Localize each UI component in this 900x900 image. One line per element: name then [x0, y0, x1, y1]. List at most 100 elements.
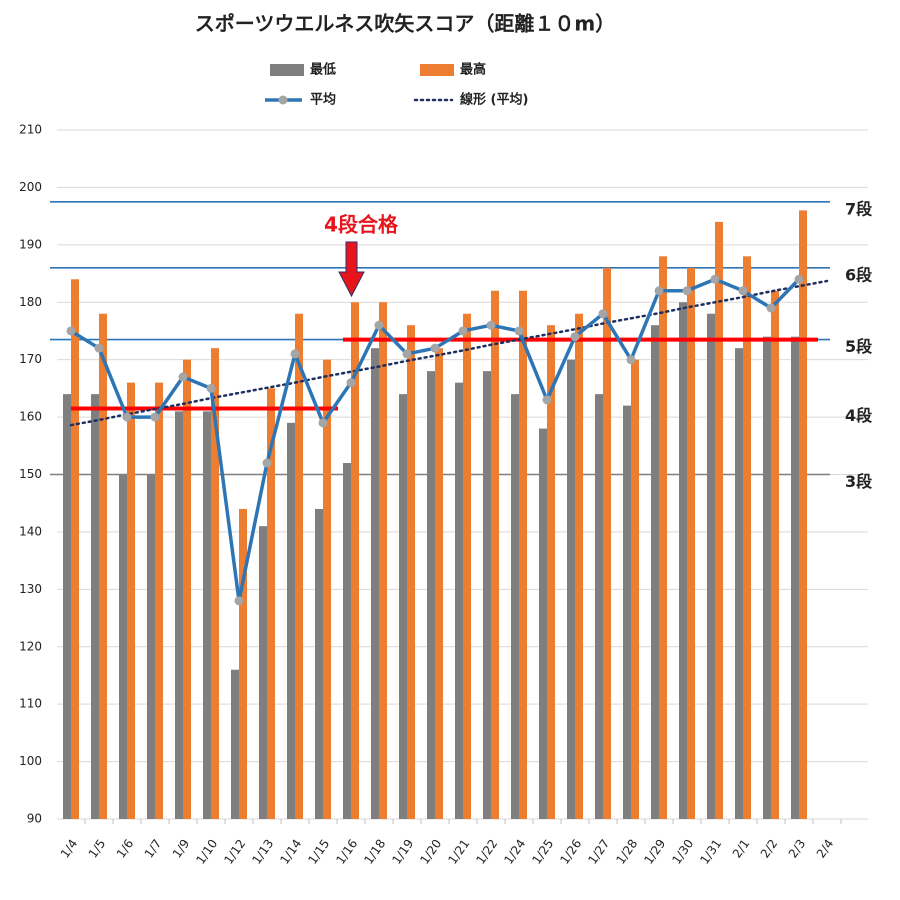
average-marker — [542, 395, 552, 405]
y-tick-label: 180 — [19, 295, 42, 309]
average-marker — [430, 343, 440, 353]
y-tick-label: 130 — [19, 582, 42, 596]
legend-label: 最低 — [310, 62, 336, 78]
x-tick-label: 1/30 — [669, 837, 696, 867]
x-tick-label: 1/9 — [170, 837, 193, 861]
bar — [267, 388, 275, 819]
average-marker — [374, 320, 384, 330]
average-marker — [486, 320, 496, 330]
bar — [71, 279, 79, 819]
x-tick-label: 1/6 — [114, 837, 137, 861]
x-tick-label: 2/1 — [730, 837, 753, 861]
average-marker — [626, 355, 636, 365]
x-tick-label: 1/4 — [58, 837, 81, 861]
x-tick-label: 1/18 — [361, 837, 388, 867]
average-marker — [66, 326, 76, 336]
bar — [259, 526, 267, 819]
x-tick-label: 1/20 — [417, 837, 444, 867]
bar — [687, 267, 695, 819]
level-label: 6段 — [845, 265, 873, 284]
average-marker — [766, 303, 776, 313]
bar — [295, 313, 303, 819]
x-tick-label: 1/21 — [445, 837, 472, 867]
y-tick-label: 140 — [19, 524, 42, 538]
x-tick-label: 2/2 — [758, 837, 781, 861]
bar — [203, 411, 211, 819]
y-tick-label: 210 — [19, 123, 42, 137]
bar — [211, 348, 219, 819]
average-marker — [738, 286, 748, 296]
bar — [491, 290, 499, 819]
x-tick-label: 1/5 — [86, 837, 109, 861]
x-tick-label: 1/7 — [142, 837, 165, 861]
y-tick-label: 110 — [19, 697, 42, 711]
bar — [343, 463, 351, 819]
bar — [771, 290, 779, 819]
bar — [763, 336, 771, 819]
x-tick-label: 1/26 — [557, 837, 584, 867]
x-tick-label: 2/4 — [814, 837, 837, 861]
x-tick-label: 1/29 — [641, 837, 668, 867]
bar — [147, 474, 155, 819]
bar — [127, 382, 135, 819]
bar — [575, 313, 583, 819]
bar — [651, 325, 659, 819]
bar — [175, 411, 183, 819]
bar — [399, 394, 407, 819]
bar — [511, 394, 519, 819]
x-tick-label: 1/10 — [193, 837, 220, 867]
bar — [63, 394, 71, 819]
average-marker — [710, 274, 720, 284]
x-tick-label: 2/3 — [786, 837, 809, 861]
legend-swatch — [420, 64, 454, 76]
average-marker — [122, 412, 132, 422]
average-marker — [178, 372, 188, 382]
x-tick-label: 1/14 — [277, 837, 304, 867]
bar — [483, 371, 491, 819]
x-tick-label: 1/16 — [333, 837, 360, 867]
x-tick-label: 1/28 — [613, 837, 640, 867]
x-tick-label: 1/25 — [529, 837, 556, 867]
bar — [623, 405, 631, 819]
bar — [547, 325, 555, 819]
bar — [595, 394, 603, 819]
y-tick-label: 90 — [27, 812, 42, 826]
legend-label: 平均 — [310, 92, 336, 108]
x-tick-label: 1/27 — [585, 837, 612, 867]
bar — [631, 359, 639, 819]
chart-title: スポーツウエルネス吹矢スコア（距離１０m） — [195, 12, 615, 36]
bar — [91, 394, 99, 819]
bar — [119, 474, 127, 819]
average-marker — [598, 309, 608, 319]
bar — [603, 267, 611, 819]
bar — [315, 508, 323, 819]
bar — [567, 359, 575, 819]
average-marker — [570, 332, 580, 342]
average-marker — [234, 596, 244, 606]
average-marker — [206, 383, 216, 393]
bar — [231, 669, 239, 819]
bar — [427, 371, 435, 819]
bar — [539, 428, 547, 819]
legend-label: 線形 (平均) — [460, 92, 528, 108]
x-tick-label: 1/13 — [249, 837, 276, 867]
bar — [799, 210, 807, 820]
trend-line — [69, 279, 829, 427]
annotation: 4段合格 — [324, 213, 399, 237]
legend-swatch — [270, 64, 304, 76]
legend-marker — [278, 95, 288, 105]
average-marker — [682, 286, 692, 296]
level-label: 4段 — [845, 406, 873, 425]
bar — [715, 221, 723, 819]
y-tick-label: 170 — [19, 352, 42, 366]
bar — [407, 325, 415, 819]
y-tick-label: 150 — [19, 467, 42, 481]
x-tick-label: 1/15 — [305, 837, 332, 867]
level-label: 7段 — [845, 199, 873, 218]
bar — [735, 348, 743, 819]
legend-label: 最高 — [460, 62, 486, 78]
average-marker — [654, 286, 664, 296]
average-marker — [458, 326, 468, 336]
y-tick-label: 120 — [19, 639, 42, 653]
